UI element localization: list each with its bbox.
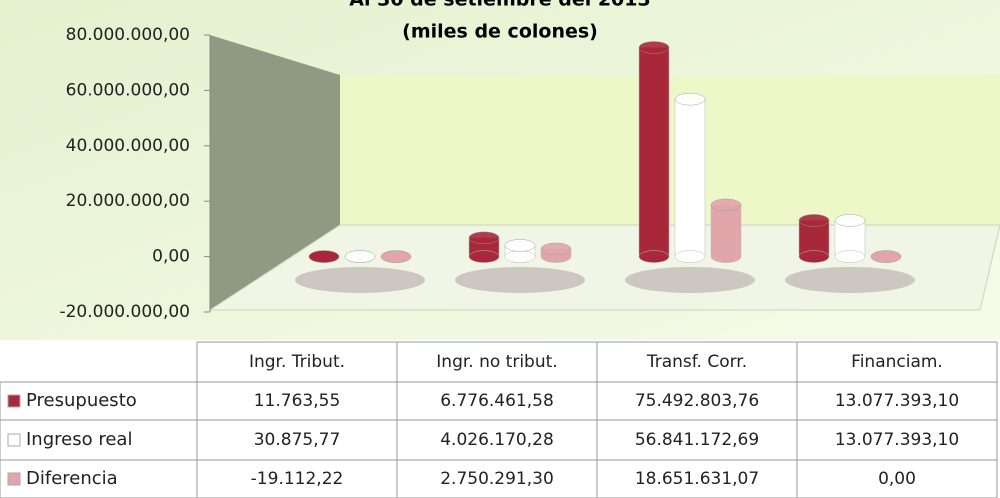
bar [834,214,866,263]
bar [710,198,742,263]
x-tick-label: Transf. Corr. [646,352,747,372]
data-label: 13.077.393,10 [835,391,959,411]
bar-shadow [295,267,425,293]
data-label: 2.750.291,30 [440,469,554,489]
y-tick-label: 60.000.000,00 [66,80,190,100]
bar-shadow [785,267,915,293]
floor [208,224,1000,311]
chart-subtitle: (miles de colones) [402,21,598,43]
bar [870,250,902,263]
chart-title: Al 30 de setiembre del 2013 [349,0,650,11]
bar [798,214,830,263]
data-label: 13.077.393,10 [835,430,959,450]
data-label: 0,00 [878,469,916,489]
y-tick-label: 0,00 [152,247,190,267]
data-label: 11.763,55 [254,391,341,411]
legend-key [7,472,21,486]
legend-key [7,433,21,447]
data-label: 75.492.803,76 [635,391,759,411]
bar [674,92,706,263]
y-tick-label: -20.000.000,00 [59,302,190,322]
data-label: 18.651.631,07 [635,469,759,489]
y-tick-label: 80.000.000,00 [66,25,190,45]
x-tick-label: Ingr. Tribut. [249,352,345,372]
y-tick-label: 40.000.000,00 [66,136,190,156]
x-tick-label: Financiam. [851,352,943,372]
bar [638,41,670,263]
data-label: 4.026.170,28 [440,430,554,450]
legend-label: Ingreso real [26,429,132,450]
x-tick-label: Ingr. no tribut. [436,352,557,372]
legend-label: Diferencia [26,468,118,489]
side-wall [210,35,340,310]
back-wall [340,75,1000,225]
legend-key [7,394,21,408]
data-label: 56.841.172,69 [635,430,759,450]
bar [380,250,412,263]
bar-shadow [625,267,755,293]
bar [540,242,572,263]
bar-shadow [455,267,585,293]
bar [308,250,340,263]
bar [468,231,500,263]
data-label: 30.875,77 [254,430,341,450]
y-tick-label: 20.000.000,00 [66,191,190,211]
legend-label: Presupuesto [26,390,137,411]
bar [504,239,536,263]
bar [344,250,376,263]
data-label: 6.776.461,58 [440,391,554,411]
data-label: -19.112,22 [251,469,344,489]
